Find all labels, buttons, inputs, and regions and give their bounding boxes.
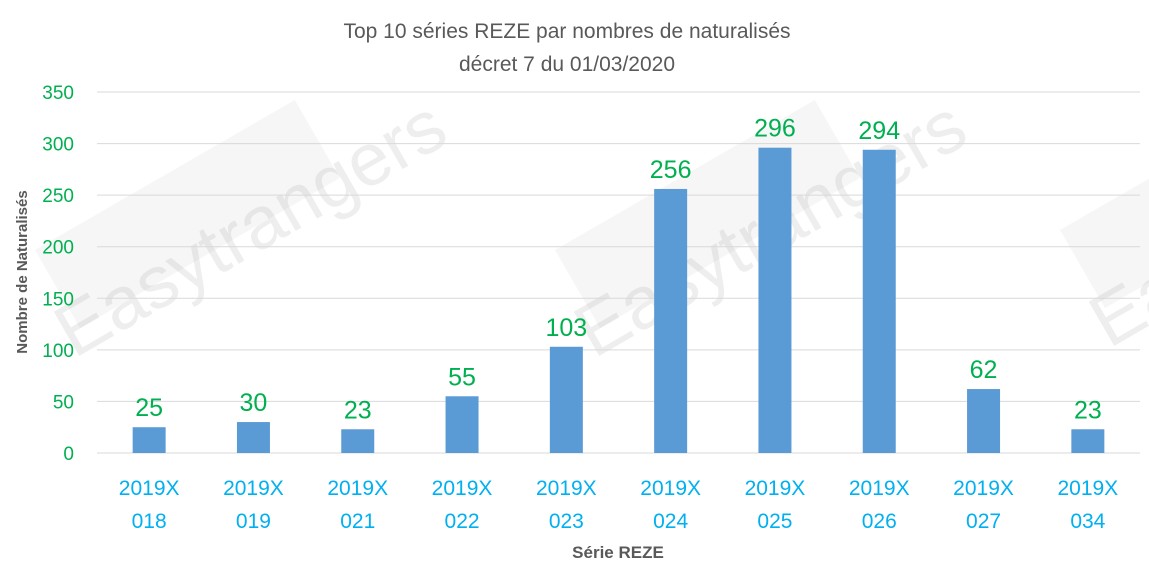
bar [132, 427, 166, 453]
category-label: 2019X [119, 477, 180, 500]
y-axis-label: Nombre de Naturalisés [14, 190, 31, 353]
category-label: 034 [1070, 510, 1105, 533]
bar [549, 346, 583, 453]
x-axis-label: Série REZE [572, 543, 664, 562]
category-label: 026 [862, 510, 897, 533]
chart-subtitle: décret 7 du 01/03/2020 [459, 53, 675, 76]
data-label: 103 [545, 314, 587, 342]
y-tick-label: 250 [42, 186, 74, 207]
bar [236, 422, 270, 453]
bar [654, 188, 688, 453]
category-label: 024 [653, 510, 688, 533]
bar [758, 147, 792, 453]
grid-lines [97, 91, 1140, 454]
data-labels: 25 30 23 55 103 256 296 294 62 23 [135, 115, 1102, 425]
bar [341, 429, 375, 453]
category-label: 027 [966, 510, 1001, 533]
bar [967, 389, 1001, 453]
category-label: 022 [445, 510, 480, 533]
bar [445, 396, 479, 453]
category-label: 018 [132, 510, 167, 533]
data-label: 55 [448, 363, 476, 391]
category-label: 019 [236, 510, 271, 533]
category-label: 2019X [327, 477, 388, 500]
category-label: 023 [549, 510, 584, 533]
category-label: 2019X [1057, 477, 1118, 500]
data-label: 23 [1074, 396, 1102, 424]
y-tick-label: 0 [63, 444, 74, 465]
category-label: 2019X [953, 477, 1014, 500]
category-label: 025 [757, 510, 792, 533]
data-label: 25 [135, 394, 163, 422]
category-labels: 2019X 018 2019X 019 2019X 021 2019X 022 2019X 023… [119, 477, 1118, 533]
y-tick-label: 150 [42, 289, 74, 310]
bar [862, 149, 896, 453]
y-tick-label: 100 [42, 341, 74, 362]
category-label: 2019X [849, 477, 910, 500]
category-label: 2019X [640, 477, 701, 500]
category-label: 2019X [223, 477, 284, 500]
data-label: 23 [344, 396, 372, 424]
category-label: 021 [340, 510, 375, 533]
y-tick-label: 300 [42, 135, 74, 156]
category-label: 2019X [745, 477, 806, 500]
data-label: 30 [240, 389, 268, 417]
data-label: 294 [858, 117, 900, 145]
y-tick-label: 200 [42, 238, 74, 259]
y-tick-label: 350 [42, 83, 74, 104]
y-tick-labels: 0 50 100 150 200 250 300 350 [42, 83, 74, 465]
bar [1071, 429, 1105, 453]
y-tick-label: 50 [53, 392, 74, 413]
data-label: 62 [970, 356, 998, 384]
bars [132, 147, 1105, 453]
category-label: 2019X [536, 477, 597, 500]
data-label: 296 [754, 115, 796, 143]
data-label: 256 [650, 156, 692, 184]
chart-title: Top 10 séries REZE par nombres de natura… [343, 20, 790, 43]
category-label: 2019X [432, 477, 493, 500]
